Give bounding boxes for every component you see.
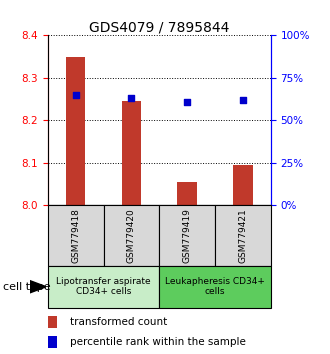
Bar bbox=[177, 182, 197, 205]
Bar bbox=[159, 205, 215, 266]
Text: transformed count: transformed count bbox=[70, 317, 167, 327]
Text: cell type: cell type bbox=[3, 282, 51, 292]
Bar bbox=[122, 101, 141, 205]
Text: Lipotransfer aspirate
CD34+ cells: Lipotransfer aspirate CD34+ cells bbox=[56, 277, 151, 296]
Bar bbox=[48, 336, 57, 348]
Bar bbox=[159, 266, 271, 308]
Text: GSM779418: GSM779418 bbox=[71, 208, 80, 263]
Point bbox=[240, 97, 246, 103]
Polygon shape bbox=[30, 280, 46, 293]
Bar bbox=[66, 57, 85, 205]
Point bbox=[184, 99, 190, 104]
Point bbox=[73, 92, 78, 98]
Bar bbox=[215, 205, 271, 266]
Point bbox=[129, 96, 134, 101]
Bar bbox=[48, 205, 104, 266]
Text: percentile rank within the sample: percentile rank within the sample bbox=[70, 337, 246, 347]
Text: GSM779421: GSM779421 bbox=[238, 208, 247, 263]
Text: GSM779420: GSM779420 bbox=[127, 208, 136, 263]
Text: Leukapheresis CD34+
cells: Leukapheresis CD34+ cells bbox=[165, 277, 265, 296]
Bar bbox=[48, 266, 159, 308]
Title: GDS4079 / 7895844: GDS4079 / 7895844 bbox=[89, 20, 229, 34]
Text: GSM779419: GSM779419 bbox=[182, 208, 192, 263]
Bar bbox=[48, 316, 57, 328]
Bar bbox=[233, 165, 252, 205]
Bar bbox=[104, 205, 159, 266]
